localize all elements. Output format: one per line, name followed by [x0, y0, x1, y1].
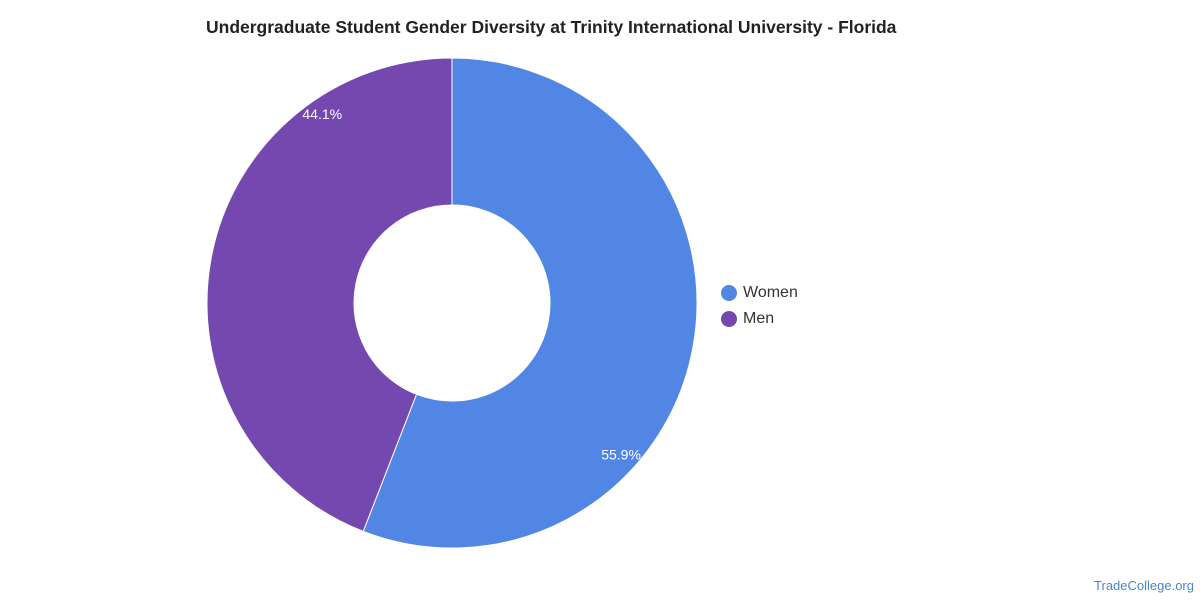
legend-swatch-men — [721, 311, 737, 327]
source-credit[interactable]: TradeCollege.org — [1094, 578, 1194, 593]
slices-group — [206, 57, 698, 549]
legend-item-women[interactable]: Women — [721, 280, 798, 306]
legend-swatch-women — [721, 285, 737, 301]
slice-women[interactable] — [362, 57, 698, 549]
legend-label-women: Women — [743, 284, 798, 301]
chart-title: Undergraduate Student Gender Diversity a… — [206, 17, 897, 37]
slice-label-women: 55.9% — [601, 447, 641, 463]
labels-group: 55.9% 44.1% — [302, 106, 641, 462]
legend-item-men[interactable]: Men — [721, 306, 798, 332]
slice-men[interactable] — [206, 57, 453, 533]
slice-label-men: 44.1% — [302, 106, 342, 122]
legend-label-men: Men — [743, 310, 775, 327]
legend: Women Men — [721, 280, 798, 332]
